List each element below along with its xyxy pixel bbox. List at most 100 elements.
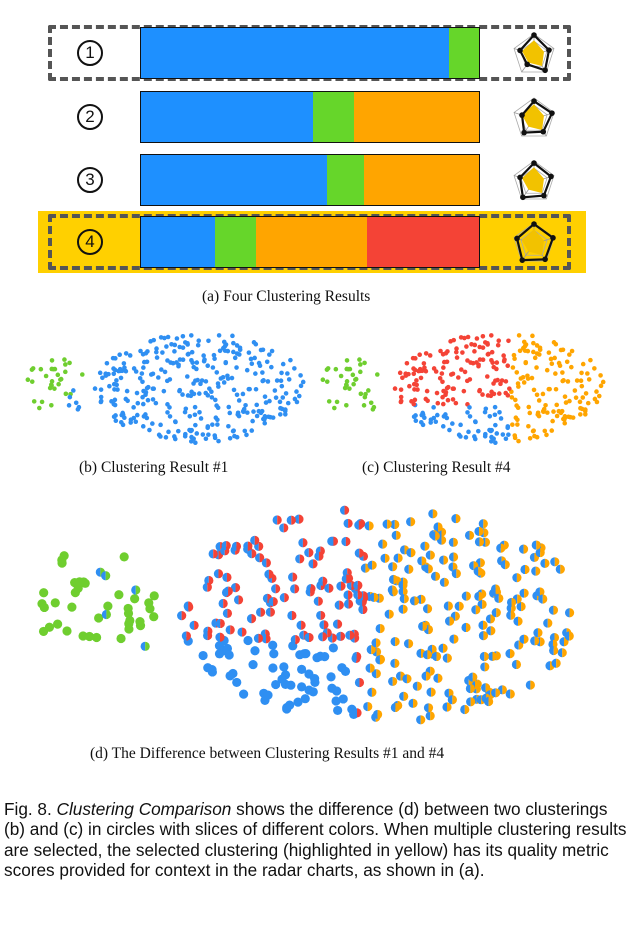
cluster-point (210, 365, 216, 370)
cluster-point (594, 389, 599, 394)
difference-point (479, 651, 489, 662)
clustering-bar[interactable] (140, 27, 480, 79)
cluster-point (320, 652, 330, 662)
difference-point (384, 609, 394, 619)
difference-point (490, 584, 501, 594)
cluster-point (423, 351, 429, 356)
cluster-point (480, 333, 486, 339)
radar-chart-icon (513, 221, 556, 263)
cluster-point (549, 361, 555, 367)
cluster-point (411, 401, 417, 407)
row-number-badge[interactable]: 4 (77, 229, 103, 255)
cluster-point (482, 340, 488, 345)
cluster-point (104, 360, 110, 366)
cluster-point (235, 412, 241, 417)
cluster-point (560, 347, 566, 353)
difference-point (189, 620, 199, 630)
cluster-point (491, 381, 496, 386)
cluster-point (328, 643, 338, 653)
cluster-point (480, 357, 486, 363)
cluster-point (112, 397, 118, 403)
cluster-point (532, 355, 538, 361)
cluster-point (502, 357, 507, 362)
cluster-point (534, 434, 540, 440)
cluster-point (505, 363, 511, 368)
cluster-point (162, 335, 167, 341)
difference-point (343, 590, 353, 600)
difference-point (365, 663, 375, 673)
cluster-point (143, 392, 148, 398)
row-number-badge[interactable]: 1 (77, 40, 103, 66)
cluster-point (130, 594, 140, 604)
cluster-point (510, 365, 516, 370)
cluster-point (63, 391, 69, 397)
difference-point (484, 696, 494, 707)
difference-point (202, 582, 212, 592)
difference-point (279, 593, 289, 603)
cluster-point (489, 349, 495, 355)
cluster-point (127, 353, 133, 358)
cluster-segment (326, 155, 365, 205)
cluster-point (582, 408, 588, 414)
difference-point (318, 632, 328, 642)
difference-point (428, 509, 438, 519)
cluster-point (521, 380, 527, 385)
difference-point (387, 585, 397, 595)
difference-point (360, 563, 371, 573)
cluster-point (167, 414, 173, 419)
cluster-point (362, 360, 367, 366)
clustering-bar[interactable] (140, 91, 480, 143)
cluster-point (492, 412, 498, 418)
clustering-bar[interactable] (140, 154, 480, 206)
difference-point (421, 671, 431, 681)
cluster-point (362, 394, 368, 400)
cluster-point (120, 410, 125, 416)
cluster-point (574, 378, 580, 383)
cluster-point (556, 408, 562, 414)
cluster-point (398, 387, 404, 392)
difference-point (412, 681, 422, 691)
row-number-badge[interactable]: 3 (77, 167, 103, 193)
cluster-point (177, 387, 183, 393)
cluster-point (243, 403, 248, 408)
cluster-point (203, 663, 213, 673)
cluster-point (119, 552, 129, 562)
cluster-point (509, 395, 515, 400)
cluster-point (260, 370, 265, 375)
cluster-point (531, 340, 536, 346)
clustering-bar[interactable] (140, 216, 480, 268)
cluster-point (193, 422, 198, 428)
difference-point (304, 632, 314, 643)
difference-point (296, 620, 306, 630)
cluster-point (569, 364, 574, 370)
radar-chart-icon (513, 97, 555, 137)
difference-point (466, 697, 476, 707)
cluster-point (111, 371, 117, 377)
cluster-point (274, 378, 280, 383)
cluster-point (326, 399, 332, 404)
cluster-segment (448, 28, 479, 78)
difference-point (271, 584, 281, 594)
cluster-point (333, 705, 343, 716)
cluster-point (464, 344, 469, 349)
cluster-point (209, 395, 215, 400)
cluster-point (423, 368, 429, 374)
cluster-point (496, 338, 502, 344)
difference-point (335, 631, 346, 642)
difference-point (391, 530, 401, 540)
cluster-point (283, 391, 289, 396)
cluster-point (250, 646, 260, 656)
difference-point (318, 576, 328, 586)
difference-point (480, 662, 490, 672)
cluster-point (200, 432, 206, 437)
difference-point (430, 531, 440, 541)
row-number-badge[interactable]: 2 (77, 104, 103, 130)
cluster-point (234, 392, 240, 398)
cluster-point (71, 388, 76, 393)
difference-point (366, 644, 376, 655)
difference-point (439, 577, 449, 587)
cluster-point (37, 405, 42, 411)
difference-point (448, 552, 459, 562)
cluster-point (279, 662, 289, 672)
cluster-point (454, 346, 459, 351)
